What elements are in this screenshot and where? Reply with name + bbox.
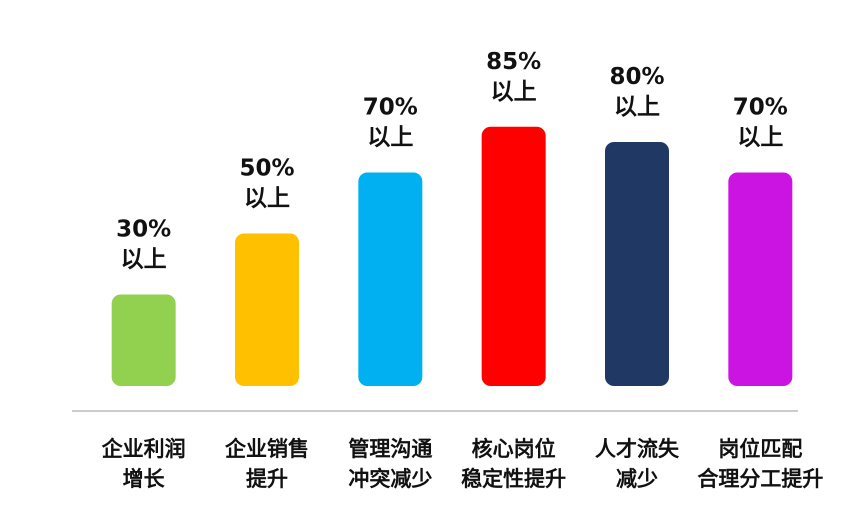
category-label-4: 核心岗位稳定性提升 [461, 437, 566, 491]
category-label-3: 管理沟通冲突减少 [348, 437, 432, 491]
value-label-3: 70%以上 [363, 95, 418, 151]
bar-4 [481, 126, 546, 386]
bar-1 [111, 294, 176, 386]
bar-2 [235, 233, 299, 386]
bar-5 [605, 142, 669, 386]
category-label-2: 企业销售提升 [224, 437, 309, 491]
value-label-5: 80%以上 [609, 64, 664, 120]
value-label-6: 70%以上 [733, 95, 788, 151]
category-label-1: 企业利润增长 [101, 437, 186, 491]
category-label-5: 人才流失减少 [595, 437, 680, 491]
bar-6 [728, 172, 793, 386]
value-label-2: 50%以上 [239, 156, 294, 212]
value-label-4: 85%以上 [486, 49, 541, 105]
bar-3 [358, 172, 423, 386]
value-label-1: 30%以上 [116, 217, 171, 273]
category-label-6: 岗位匹配合理分工提升 [697, 437, 823, 491]
